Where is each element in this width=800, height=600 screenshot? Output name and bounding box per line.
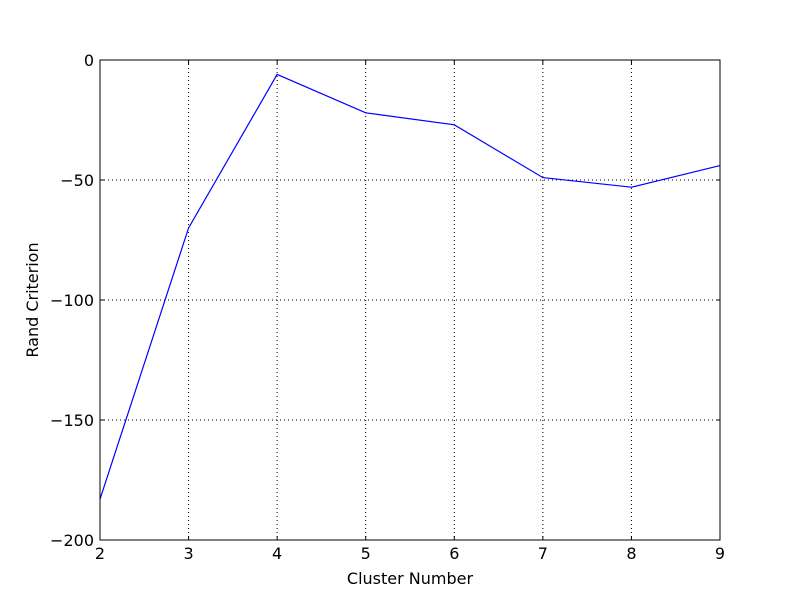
- y-tick-label: −150: [50, 411, 94, 430]
- y-tick-label: −50: [60, 171, 94, 190]
- x-tick-label: 2: [95, 544, 105, 563]
- series-line: [99, 73, 721, 500]
- x-tick-label: 5: [361, 544, 371, 563]
- x-tick-label: 3: [183, 544, 193, 563]
- x-axis-tick-labels: 2 3 4 5 6 7 8 9: [95, 544, 725, 563]
- y-tick-label: −200: [50, 531, 94, 550]
- y-tick-label: −100: [50, 291, 94, 310]
- y-tick-label: 0: [84, 51, 94, 70]
- x-tick-label: 4: [272, 544, 282, 563]
- x-tick-label: 9: [715, 544, 725, 563]
- y-axis-label: Rand Criterion: [23, 242, 42, 357]
- x-axis-label: Cluster Number: [347, 569, 474, 588]
- series-layer: [99, 73, 721, 500]
- axis-ticks: [99, 59, 721, 541]
- x-tick-label: 8: [626, 544, 636, 563]
- x-tick-label: 6: [449, 544, 459, 563]
- grid-lines: [99, 59, 721, 541]
- x-tick-label: 7: [538, 544, 548, 563]
- y-axis-tick-labels: 0 −50 −100 −150 −200: [50, 51, 94, 550]
